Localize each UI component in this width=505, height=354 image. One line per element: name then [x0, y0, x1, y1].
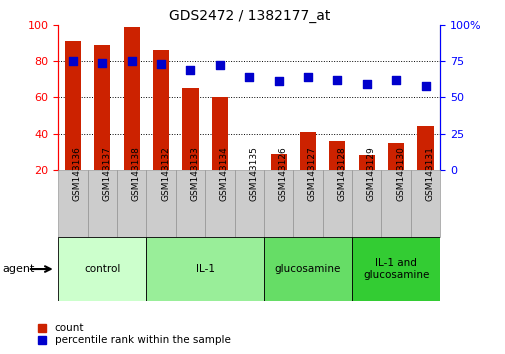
Text: IL-1 and
glucosamine: IL-1 and glucosamine — [362, 258, 428, 280]
Point — [245, 74, 253, 80]
Bar — [299, 132, 316, 206]
Text: GSM143128: GSM143128 — [337, 146, 346, 201]
Point — [421, 83, 429, 88]
Bar — [241, 170, 257, 206]
Point — [304, 74, 312, 80]
Bar — [175, 170, 205, 237]
Point — [215, 63, 223, 68]
Bar — [381, 170, 410, 237]
Bar — [123, 27, 139, 206]
Text: GSM143137: GSM143137 — [102, 146, 111, 201]
Point — [127, 58, 135, 64]
Text: GSM143134: GSM143134 — [219, 146, 228, 201]
Text: GSM143138: GSM143138 — [131, 146, 140, 201]
Bar — [58, 237, 146, 301]
Point — [69, 58, 77, 64]
Text: control: control — [84, 264, 120, 274]
Bar — [87, 170, 117, 237]
Bar — [65, 41, 81, 206]
Bar — [351, 237, 439, 301]
Bar — [146, 170, 175, 237]
Text: GSM143130: GSM143130 — [395, 146, 405, 201]
Point — [391, 77, 399, 83]
Point — [274, 79, 282, 84]
Bar — [417, 126, 433, 206]
Text: GSM143133: GSM143133 — [190, 146, 199, 201]
Point — [186, 67, 194, 73]
Text: glucosamine: glucosamine — [274, 264, 340, 274]
Bar — [322, 170, 351, 237]
Point — [333, 77, 341, 83]
Text: GSM143127: GSM143127 — [308, 146, 316, 201]
Bar — [58, 170, 87, 237]
Bar — [264, 237, 351, 301]
Bar — [270, 154, 286, 206]
Point — [98, 60, 106, 65]
Bar — [182, 88, 198, 206]
Legend: count, percentile rank within the sample: count, percentile rank within the sample — [38, 323, 230, 345]
Bar — [117, 170, 146, 237]
Text: GSM143129: GSM143129 — [366, 146, 375, 201]
Bar — [264, 170, 293, 237]
Bar — [387, 143, 403, 206]
Text: GSM143131: GSM143131 — [425, 146, 434, 201]
Bar — [234, 170, 264, 237]
Bar — [94, 45, 110, 206]
Bar — [211, 97, 227, 206]
Bar — [153, 50, 169, 206]
Bar — [293, 170, 322, 237]
Text: GDS2472 / 1382177_at: GDS2472 / 1382177_at — [168, 9, 329, 23]
Text: GSM143126: GSM143126 — [278, 146, 287, 201]
Bar — [205, 170, 234, 237]
Text: GSM143132: GSM143132 — [161, 146, 170, 201]
Bar — [410, 170, 439, 237]
Point — [362, 81, 370, 87]
Point — [157, 61, 165, 67]
Text: GSM143136: GSM143136 — [73, 146, 82, 201]
Text: agent: agent — [3, 264, 35, 274]
Bar — [146, 237, 264, 301]
Bar — [329, 141, 345, 206]
Text: IL-1: IL-1 — [195, 264, 214, 274]
Bar — [351, 170, 381, 237]
Bar — [358, 155, 374, 206]
Text: GSM143135: GSM143135 — [249, 146, 258, 201]
